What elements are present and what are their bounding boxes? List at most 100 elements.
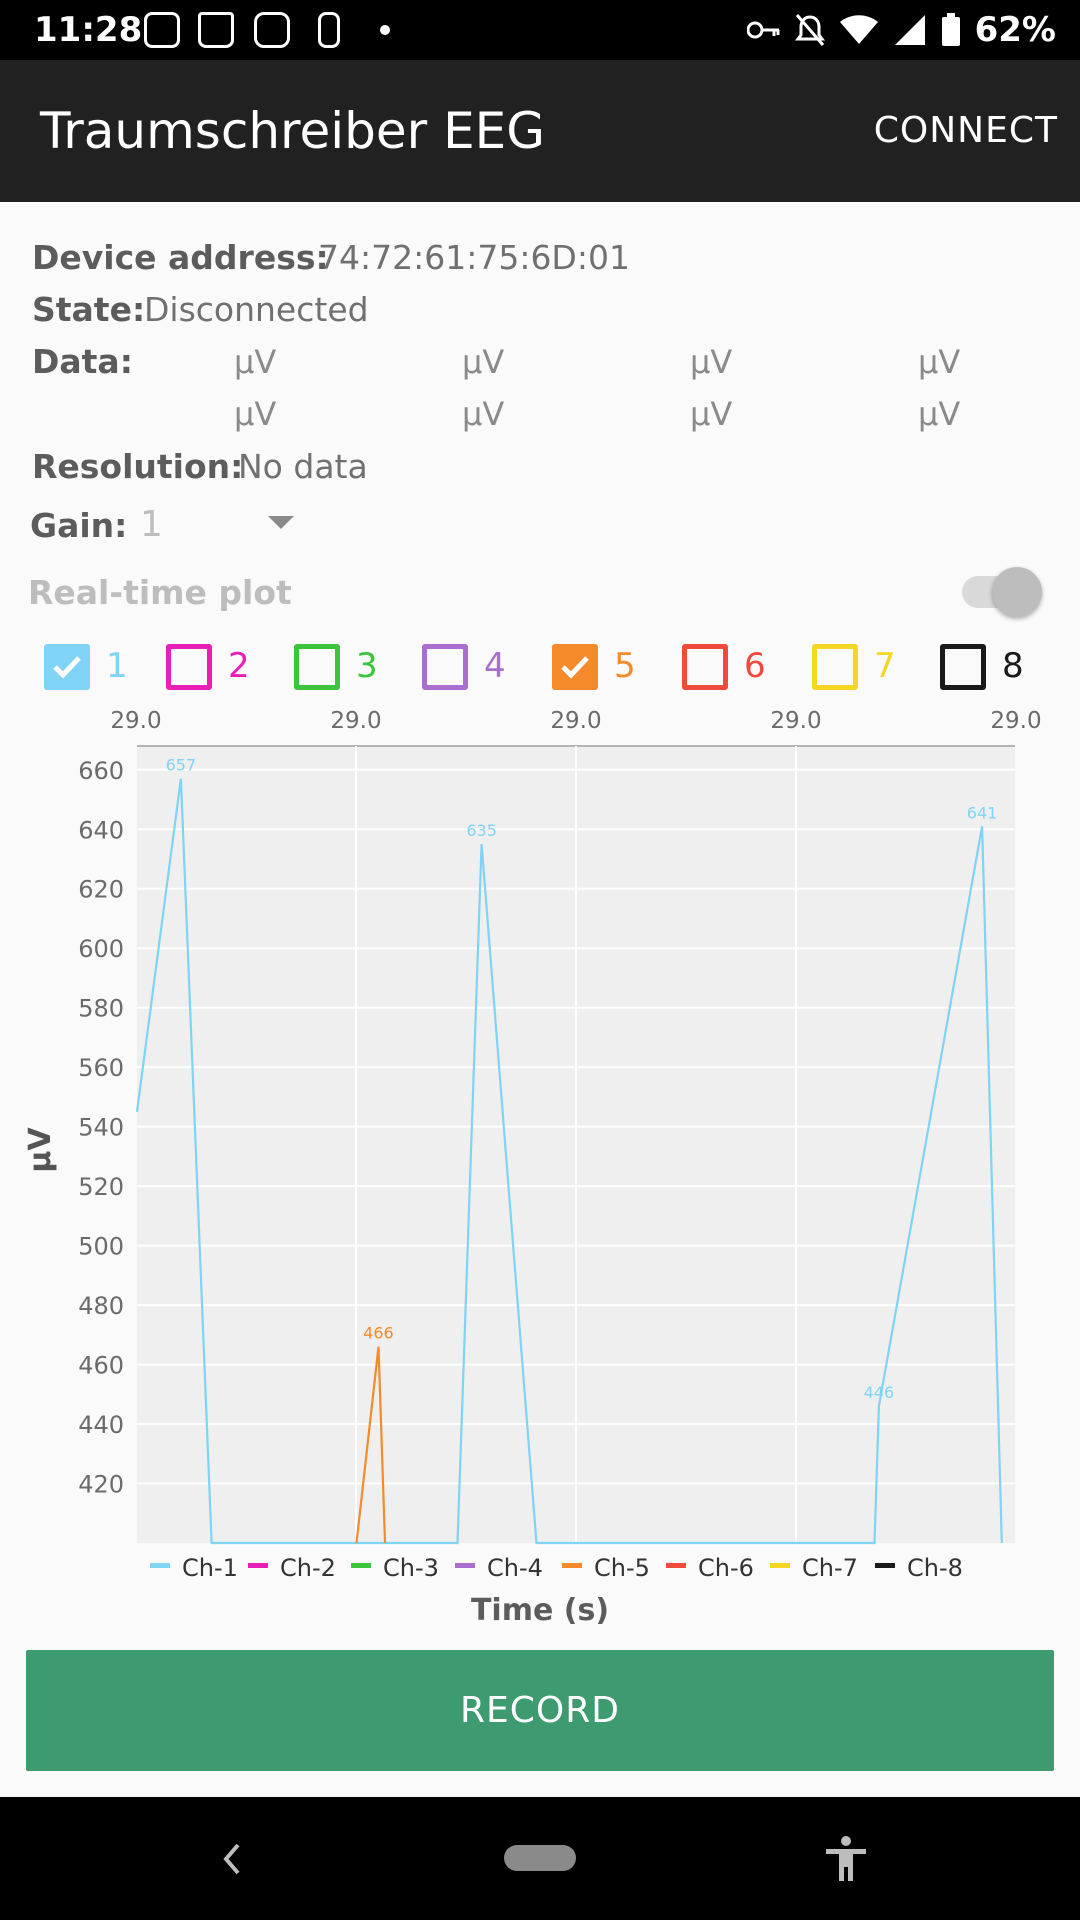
legend-label: Ch-7	[802, 1554, 858, 1582]
data-unit-ch6: µV	[462, 395, 505, 433]
data-unit-ch3: µV	[690, 343, 733, 381]
cell-signal-icon	[894, 15, 925, 45]
y-tick-label: 520	[78, 1173, 124, 1201]
data-unit-ch4: µV	[918, 343, 961, 381]
channel-7-checkbox[interactable]	[812, 644, 858, 690]
series-line-ch-5	[355, 1346, 387, 1544]
y-tick-label: 540	[78, 1114, 124, 1142]
legend-swatch	[248, 1563, 268, 1568]
y-axis-title: µV	[23, 1127, 58, 1173]
legend-swatch	[562, 1563, 582, 1568]
channel-8-label: 8	[1002, 646, 1024, 686]
legend-label: Ch-1	[182, 1554, 238, 1582]
mi-app-icon	[254, 12, 290, 48]
status-bar: 11:28 62%	[0, 0, 1080, 60]
vpn-key-icon	[746, 21, 780, 39]
channel-4-checkbox[interactable]	[422, 644, 468, 690]
gain-select[interactable]: 1	[132, 500, 292, 550]
data-unit-ch2: µV	[462, 343, 505, 381]
x-tick-label: 29.0	[330, 708, 381, 734]
chart-series	[135, 778, 1003, 1545]
device-address-label: Device address:	[32, 238, 329, 277]
channel-2-label: 2	[228, 646, 250, 686]
channel-6-checkbox[interactable]	[682, 644, 728, 690]
legend-label: Ch-4	[487, 1554, 543, 1582]
wifi-icon	[839, 15, 878, 44]
data-unit-ch8: µV	[918, 395, 961, 433]
x-axis-title: Time (s)	[471, 1593, 609, 1628]
y-tick-label: 600	[78, 935, 124, 963]
data-label: 635	[466, 821, 497, 840]
channel-1-label: 1	[106, 646, 128, 686]
gain-value: 1	[140, 504, 163, 545]
legend-swatch	[150, 1563, 170, 1568]
legend-label: Ch-5	[594, 1554, 650, 1582]
eeg-chart: 29.0 29.0 29.0 29.0 29.0 420 440 460 480 500 520 5…	[23, 708, 1042, 1628]
x-tick-label: 29.0	[770, 708, 821, 734]
legend-swatch	[455, 1563, 475, 1568]
dropdown-arrow-icon	[268, 516, 294, 529]
y-tick-labels: 420 440 460 480 500 520 540 560 580 600 620 640 660	[78, 757, 124, 1499]
gain-label: Gain:	[30, 506, 128, 545]
accessibility-icon[interactable]	[824, 1835, 868, 1883]
y-tick-label: 640	[78, 816, 124, 844]
data-label: 641	[967, 803, 998, 822]
x-tick-label: 29.0	[110, 708, 161, 734]
legend-swatch	[666, 1563, 686, 1568]
chart-legend: Ch-1 Ch-2 Ch-3 Ch-4 Ch-5 Ch-6 Ch-7 Ch-8	[150, 1554, 963, 1582]
state-value: Disconnected	[144, 290, 369, 329]
x-tick-label: 29.0	[990, 708, 1041, 734]
record-button[interactable]: RECORD	[26, 1650, 1054, 1771]
clock-app-icon	[144, 12, 180, 48]
y-tick-label: 620	[78, 876, 124, 904]
legend-label: Ch-3	[383, 1554, 439, 1582]
device-address-value: 74:72:61:75:6D:01	[318, 238, 630, 277]
x-tick-labels: 29.0 29.0 29.0 29.0 29.0	[110, 708, 1041, 734]
channel-1-checkbox[interactable]	[44, 644, 90, 690]
channel-2-checkbox[interactable]	[166, 644, 212, 690]
channel-5-checkbox[interactable]	[552, 644, 598, 690]
battery-icon	[941, 13, 960, 46]
legend-swatch	[351, 1563, 371, 1568]
y-tick-label: 420	[78, 1471, 124, 1499]
channel-4-label: 4	[484, 646, 506, 686]
resolution-value: No data	[238, 447, 368, 486]
home-button[interactable]	[504, 1845, 576, 1871]
channel-5-label: 5	[614, 646, 636, 686]
y-tick-label: 440	[78, 1411, 124, 1439]
y-tick-label: 580	[78, 995, 124, 1023]
realtime-plot-switch[interactable]	[962, 564, 1046, 620]
navigation-bar	[0, 1797, 1080, 1920]
cup-icon	[198, 12, 234, 48]
y-tick-label: 560	[78, 1054, 124, 1082]
phone-alert-icon	[318, 12, 340, 48]
legend-swatch	[770, 1563, 790, 1568]
data-unit-ch7: µV	[690, 395, 733, 433]
y-tick-label: 480	[78, 1292, 124, 1320]
channel-6-label: 6	[744, 646, 766, 686]
channel-7-label: 7	[874, 646, 896, 686]
x-tick-label: 29.0	[550, 708, 601, 734]
data-label: Data:	[32, 342, 133, 381]
state-label: State:	[32, 290, 146, 329]
data-unit-ch5: µV	[234, 395, 277, 433]
connect-button[interactable]: CONNECT	[873, 110, 1058, 151]
channel-3-checkbox[interactable]	[294, 644, 340, 690]
resolution-label: Resolution:	[32, 447, 244, 486]
legend-label: Ch-8	[907, 1554, 963, 1582]
chart-annotations: 657 635 446 641 466	[166, 756, 998, 1402]
switch-thumb	[992, 567, 1042, 617]
data-label: 657	[166, 756, 197, 775]
notifications-off-icon	[794, 14, 825, 46]
app-bar: Traumschreiber EEG CONNECT	[0, 60, 1080, 202]
legend-swatch	[875, 1563, 895, 1568]
y-tick-label: 460	[78, 1352, 124, 1380]
data-label: 446	[864, 1383, 895, 1402]
data-unit-ch1: µV	[234, 343, 277, 381]
legend-label: Ch-2	[280, 1554, 336, 1582]
back-icon[interactable]	[220, 1841, 244, 1877]
channel-8-checkbox[interactable]	[940, 644, 986, 690]
y-tick-label: 660	[78, 757, 124, 785]
y-tick-label: 500	[78, 1233, 124, 1261]
data-label: 466	[363, 1324, 394, 1343]
